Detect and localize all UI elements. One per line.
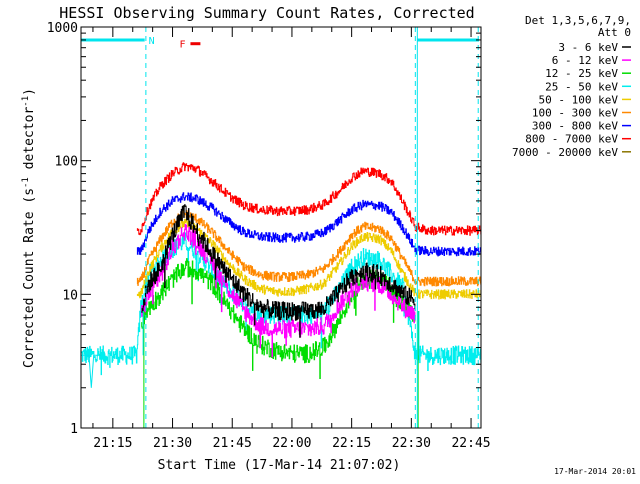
x-tick-label: 21:15	[93, 436, 132, 451]
x-tick-label: 21:45	[213, 436, 252, 451]
plot-area: N F 1 10 100 1000 21:15 21:30 21:45 22:00 22:15 22:…	[47, 21, 491, 451]
y-tick-label: 10	[62, 288, 78, 303]
legend-item-label: 300 - 800 keV	[532, 120, 618, 133]
legend-header: Det 1,3,5,6,7,9,	[525, 14, 631, 27]
legend-item-label: 12 - 25 keV	[545, 67, 618, 80]
x-tick-label: 21:30	[153, 436, 192, 451]
series-line-4	[136, 218, 482, 300]
night-label: N	[149, 36, 155, 47]
series-line-5	[136, 210, 482, 287]
legend-item-label: 50 - 100 keV	[539, 93, 619, 106]
x-tick-label: 22:45	[451, 436, 490, 451]
legend-item-label: 6 - 12 keV	[552, 54, 619, 67]
y-tick-label: 1000	[47, 21, 78, 36]
extra-trace-0	[81, 354, 101, 388]
y-tick-label: 100	[55, 155, 78, 170]
y-axis-label-part: )	[22, 88, 37, 96]
chart-title: HESSI Observing Summary Count Rates, Cor…	[59, 4, 474, 22]
legend-header: Att 0	[598, 26, 631, 39]
legend-item-label: 800 - 7000 keV	[525, 133, 618, 146]
x-tick-label: 22:00	[272, 436, 311, 451]
x-tick-label: 22:15	[332, 436, 371, 451]
series-line-6	[136, 192, 482, 257]
y-axis-label-sup: -1	[21, 177, 31, 188]
legend-item-label: 3 - 6 keV	[558, 41, 618, 54]
y-axis-label-part: detector	[22, 107, 37, 178]
series-line-7	[136, 162, 482, 236]
x-axis-label: Start Time (17-Mar-14 21:07:02)	[158, 458, 401, 473]
legend-item-label: 100 - 300 keV	[532, 107, 618, 120]
series-line-0	[141, 204, 416, 338]
flare-label: F	[179, 40, 185, 51]
legend-item-label: 25 - 50 keV	[545, 80, 618, 93]
y-axis-label-part: Corrected Count Rate (s	[22, 188, 37, 368]
x-tick-label: 22:30	[392, 436, 431, 451]
footer-date-stamp: 17-Mar-2014 20:01	[554, 467, 636, 476]
series-line-1	[141, 224, 416, 358]
legend-item-label: 7000 - 20000 keV	[512, 146, 618, 159]
plot-frame	[80, 26, 482, 429]
y-axis-label: Corrected Count Rate (s-1 detector-1)	[21, 88, 37, 368]
y-axis-label-sup: -1	[21, 96, 31, 107]
y-tick-label: 1	[70, 422, 78, 437]
